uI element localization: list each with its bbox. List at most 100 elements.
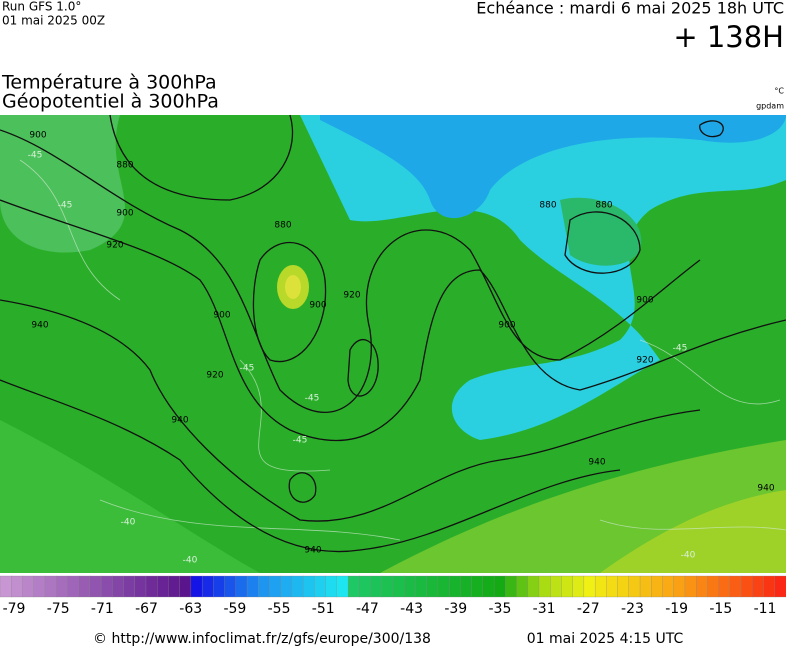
offset: + 138H [673, 20, 784, 54]
colorbar-label: -75 [47, 601, 70, 617]
colorbar-cell [729, 575, 742, 598]
contour-label: -45 [240, 364, 255, 374]
colorbar-cell [145, 575, 158, 598]
colorbar-cell [325, 575, 338, 598]
contour-labels: 900 880 900 920 880 900 900 920 920 940 940 940 880 8… [28, 131, 775, 566]
colorbar-cell [224, 575, 237, 598]
colorbar-cell [538, 575, 551, 598]
contour-label: 940 [31, 321, 48, 331]
unit-geo: gpdam [756, 102, 784, 111]
contour-label: 940 [304, 546, 321, 556]
footer-url: © http://www.infoclimat.fr/z/gfs/europe/… [93, 631, 431, 647]
colorbar-cell [493, 575, 506, 598]
colorbar-label: -67 [135, 601, 158, 617]
colorbar-cell [516, 575, 529, 598]
colorbar-cell [33, 575, 46, 598]
colorbar-label: -59 [223, 601, 246, 617]
colorbar-cell [426, 575, 439, 598]
contour-label: -45 [293, 436, 308, 446]
contour-label: 900 [29, 131, 46, 141]
colorbar-cell [44, 575, 57, 598]
colorbar-cell [718, 575, 731, 598]
colorbar-cell [437, 575, 450, 598]
map [0, 114, 786, 573]
colorbar-cell [280, 575, 293, 598]
contour-label: -40 [121, 518, 136, 528]
colorbar-cell [381, 575, 394, 598]
colorbar-cell [594, 575, 607, 598]
region [300, 115, 786, 440]
colorbar-cell [752, 575, 764, 598]
colorbar-cell [258, 575, 270, 598]
contour-label: -45 [305, 394, 320, 404]
colorbar-cell [314, 575, 327, 598]
contour-label: 920 [206, 371, 223, 381]
colorbar-cell [550, 575, 562, 598]
contour-label: 900 [636, 296, 653, 306]
region [0, 420, 260, 573]
colorbar-cell [134, 575, 147, 598]
colorbar-label: -31 [533, 601, 556, 617]
colorbar-label: -23 [621, 601, 644, 617]
contour-label: 920 [636, 356, 653, 366]
contour-label: -40 [183, 556, 198, 566]
colorbar-cell [651, 575, 663, 598]
contour-label: 900 [498, 321, 515, 331]
contour-label: -40 [681, 551, 696, 561]
colorbar-label: -19 [665, 601, 688, 617]
run-date: 01 mai 2025 00Z [2, 14, 105, 28]
contour-label: 900 [116, 209, 133, 219]
colorbar-cell [336, 575, 349, 598]
colorbar-cell [404, 575, 416, 598]
contour-label: 940 [588, 458, 605, 468]
colorbar-cell [11, 575, 23, 598]
colorbar-cell [606, 575, 619, 598]
title-geo: Géopotentiel à 300hPa [2, 91, 219, 113]
colorbar-cell [740, 575, 753, 598]
colorbar-cell [303, 575, 315, 598]
colorbar-cell [583, 575, 596, 598]
colorbar-cell [359, 575, 371, 598]
contour-label: 880 [274, 221, 291, 231]
colorbar-cell [370, 575, 383, 598]
colorbar-label: -63 [179, 601, 202, 617]
colorbar-cell [179, 575, 192, 598]
colorbar-cell [269, 575, 282, 598]
colorbar-cell [347, 575, 360, 598]
colorbar-cell [157, 575, 169, 598]
colorbar-cell [527, 575, 540, 598]
region [285, 275, 301, 299]
contour-label: 900 [213, 311, 230, 321]
colorbar-cell [482, 575, 495, 598]
run: Run GFS 1.0° [2, 0, 81, 14]
colorbar-label: -47 [356, 601, 379, 617]
colorbar-cell [505, 575, 517, 598]
colorbar-cell [460, 575, 473, 598]
colorbar-cell [100, 575, 113, 598]
colorbar-label: -79 [3, 601, 26, 617]
colorbar-label: -35 [489, 601, 512, 617]
colorbar-cell [662, 575, 675, 598]
colorbar-cell [78, 575, 91, 598]
colorbar-cell [673, 575, 686, 598]
colorbar-cell [628, 575, 641, 598]
unit-temp: °C [774, 87, 784, 96]
colorbar-cell [617, 575, 630, 598]
colorbar: -79 -75 -71 -67 -63 -59 -55 -51 -47 -43 -39 -35 -31 -… [0, 575, 786, 617]
colorbar-cell [415, 575, 428, 598]
colorbar-cell [22, 575, 35, 598]
contour-label: -45 [58, 201, 73, 211]
colorbar-cell [392, 575, 405, 598]
colorbar-cell [246, 575, 259, 598]
colorbar-cell [190, 575, 203, 598]
contour-label: -45 [28, 151, 43, 161]
contour-label: 920 [343, 291, 360, 301]
echeance: Echéance : mardi 6 mai 2025 18h UTC [476, 0, 784, 18]
colorbar-label: -71 [91, 601, 114, 617]
title-temp: Température à 300hPa [1, 72, 217, 94]
colorbar-cell [112, 575, 124, 598]
region [0, 115, 126, 253]
contour-label: -45 [673, 344, 688, 354]
